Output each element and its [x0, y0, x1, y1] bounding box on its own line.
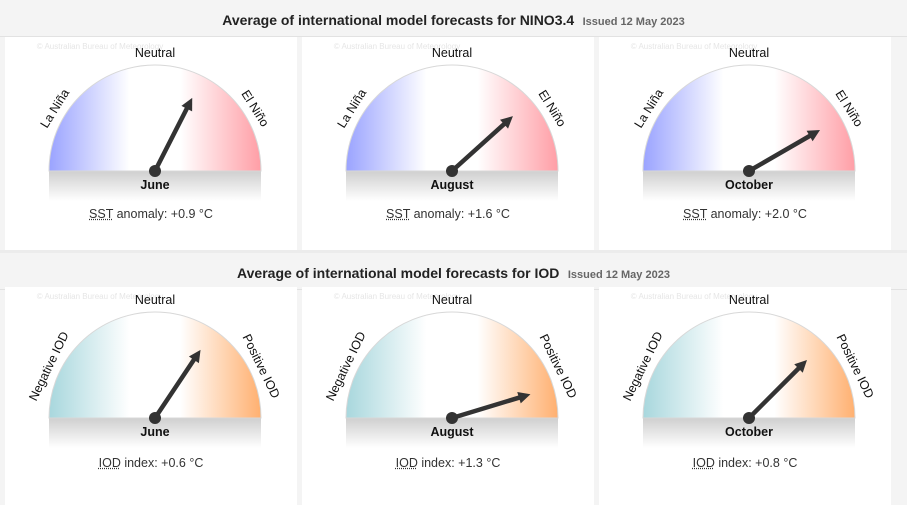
watermark-text: © Australian Bureau of Meteorology	[334, 42, 460, 51]
iod-gauge-august: © Australian Bureau of Meteorology Negati…	[302, 287, 594, 505]
iod-gauge-dial: © Australian Bureau of MeteorologyNegati…	[323, 292, 580, 448]
caption-abbreviation: SST	[683, 207, 708, 221]
gauge-hub	[149, 412, 161, 424]
nino-gauge-october: © Australian Bureau of Meteorology La Niñ…	[599, 37, 891, 250]
caption-text: index:	[417, 456, 459, 470]
iod-panel: Average of international model forecasts…	[0, 253, 907, 505]
gauge-needle	[746, 130, 821, 174]
month-label: June	[140, 425, 169, 439]
gauge-semicircle	[642, 64, 856, 172]
gauge-value-caption: IOD index: +0.8 °C	[599, 456, 891, 470]
watermark-text: © Australian Bureau of Meteorology	[334, 292, 460, 301]
caption-text: index:	[714, 456, 756, 470]
watermark-text: © Australian Bureau of Meteorology	[37, 292, 163, 301]
iod-gauge-dial: © Australian Bureau of MeteorologyNegati…	[26, 292, 283, 448]
gauge-semicircle	[48, 64, 262, 172]
gauge-semicircle	[48, 311, 262, 419]
zone-label-neutral: Neutral	[729, 46, 769, 60]
caption-value: +2.0 °C	[764, 207, 807, 221]
iod-gauge-dial: © Australian Bureau of MeteorologyNegati…	[620, 292, 877, 448]
iod-gauge-october: © Australian Bureau of Meteorology Negati…	[599, 287, 891, 505]
gauge-value-caption: SST anomaly: +0.9 °C	[5, 207, 297, 221]
gauge-needle	[746, 360, 807, 421]
caption-abbreviation: IOD	[395, 456, 418, 470]
month-label: August	[430, 178, 474, 192]
iod-gauge-june: © Australian Bureau of Meteorology Negati…	[5, 287, 297, 505]
gauge-needle	[449, 116, 513, 174]
gauge-needle	[152, 349, 201, 421]
month-label: October	[725, 178, 773, 192]
gauge-semicircle	[642, 311, 856, 419]
gauge-needle	[152, 97, 193, 174]
gauge-hub	[743, 412, 755, 424]
iod-panel-header: Average of international model forecasts…	[0, 253, 907, 290]
gauge-hub	[743, 165, 755, 177]
zone-label-neutral: Neutral	[135, 46, 175, 60]
watermark-text: © Australian Bureau of Meteorology	[631, 42, 757, 51]
caption-abbreviation: IOD	[98, 456, 121, 470]
gauge-value-caption: IOD index: +0.6 °C	[5, 456, 297, 470]
iod-panel-title: Average of international model forecasts…	[237, 265, 560, 281]
watermark-text: © Australian Bureau of Meteorology	[631, 292, 757, 301]
gauge-semicircle	[345, 311, 559, 419]
gauge-value-caption: SST anomaly: +2.0 °C	[599, 207, 891, 221]
gauge-value-caption: SST anomaly: +1.6 °C	[302, 207, 594, 221]
gauge-needle	[449, 391, 531, 421]
zone-label-neutral: Neutral	[432, 293, 472, 307]
caption-text: index:	[120, 456, 162, 470]
caption-text: anomaly:	[410, 207, 468, 221]
caption-abbreviation: SST	[386, 207, 411, 221]
iod-issued-date: Issued 12 May 2023	[567, 269, 670, 281]
nino-panel-header: Average of international model forecasts…	[0, 0, 907, 37]
caption-text: anomaly:	[113, 207, 171, 221]
zone-label-neutral: Neutral	[729, 293, 769, 307]
nino-panel: Average of international model forecasts…	[0, 0, 907, 250]
month-label: August	[430, 425, 474, 439]
nino-gauge-august: © Australian Bureau of Meteorology La Niñ…	[302, 37, 594, 250]
nino-issued-date: Issued 12 May 2023	[582, 16, 685, 28]
gauge-hub	[446, 412, 458, 424]
caption-abbreviation: IOD	[692, 456, 715, 470]
caption-value: +0.6 °C	[161, 456, 204, 470]
gauge-value-caption: IOD index: +1.3 °C	[302, 456, 594, 470]
gauge-semicircle	[345, 64, 559, 172]
caption-value: +1.6 °C	[467, 207, 510, 221]
watermark-text: © Australian Bureau of Meteorology	[37, 42, 163, 51]
nino-panel-title: Average of international model forecasts…	[222, 12, 575, 28]
gauge-hub	[149, 165, 161, 177]
gauge-hub	[446, 165, 458, 177]
caption-value: +0.8 °C	[755, 456, 798, 470]
caption-text: anomaly:	[707, 207, 765, 221]
caption-value: +1.3 °C	[458, 456, 501, 470]
month-label: June	[140, 178, 169, 192]
caption-value: +0.9 °C	[170, 207, 213, 221]
nino-gauge-june: © Australian Bureau of Meteorology La Niñ…	[5, 37, 297, 250]
month-label: October	[725, 425, 773, 439]
caption-abbreviation: SST	[89, 207, 114, 221]
zone-label-neutral: Neutral	[135, 293, 175, 307]
zone-label-neutral: Neutral	[432, 46, 472, 60]
